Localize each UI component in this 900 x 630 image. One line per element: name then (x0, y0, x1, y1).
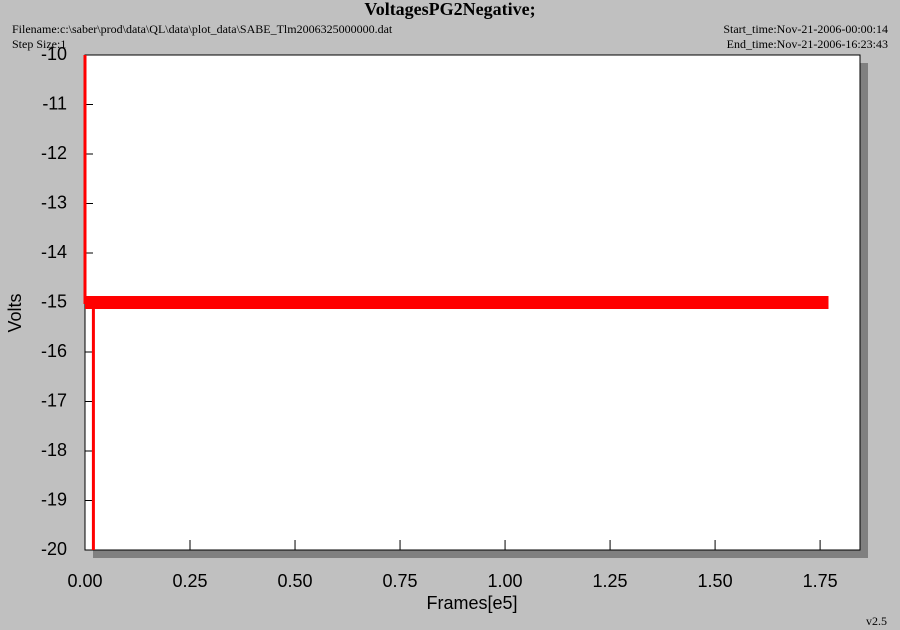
x-tick-label: 0.25 (172, 571, 207, 591)
step-size: Step Size:1 (12, 37, 66, 51)
x-tick-label: 0.75 (383, 571, 418, 591)
y-tick-label: -20 (41, 539, 67, 559)
y-tick-label: -14 (41, 242, 67, 262)
y-tick-label: -19 (41, 489, 67, 509)
y-tick-label: -11 (42, 93, 67, 113)
x-tick-label: 1.25 (593, 571, 628, 591)
x-tick-label: 1.75 (803, 571, 838, 591)
end-time: End_time:Nov-21-2006-16:23:43 (727, 37, 888, 51)
y-axis-label: Volts (5, 293, 25, 332)
version: v2.5 (866, 614, 887, 628)
y-tick-label: -12 (41, 143, 67, 163)
x-tick-label: 0.00 (67, 571, 102, 591)
filename: Filename:c:\saber\prod\data\QL\data\plot… (12, 22, 393, 36)
y-tick-label: -18 (41, 440, 67, 460)
start-time: Start_time:Nov-21-2006-00:00:14 (723, 22, 888, 36)
y-tick-label: -17 (41, 390, 67, 410)
y-tick-label: -16 (41, 341, 67, 361)
y-tick-label: -13 (41, 192, 67, 212)
x-tick-label: 1.50 (698, 571, 733, 591)
y-tick-label: -10 (41, 44, 67, 64)
y-tick-label: -15 (41, 291, 67, 311)
x-tick-label: 0.50 (278, 571, 313, 591)
x-axis-label: Frames[e5] (426, 593, 517, 613)
x-tick-label: 1.00 (488, 571, 523, 591)
chart-title: VoltagesPG2Negative; (364, 0, 535, 19)
